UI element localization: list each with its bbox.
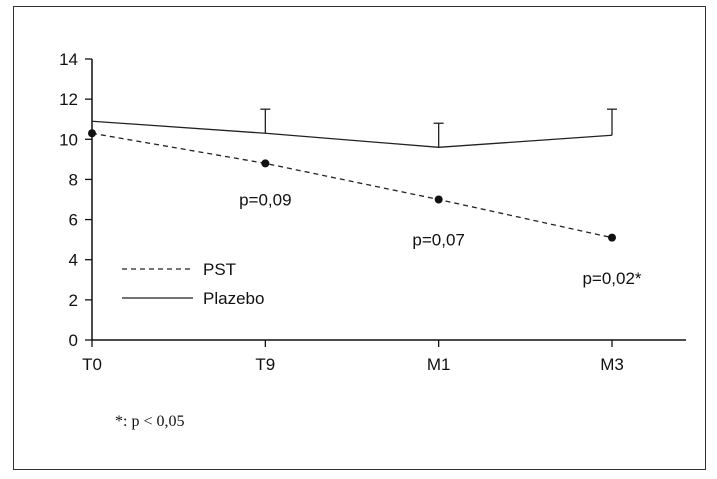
x-tick-label: M3 — [600, 355, 624, 374]
series-line-plazebo — [91, 120, 613, 148]
y-tick-label: 2 — [69, 291, 78, 310]
x-tick-label: T9 — [255, 355, 275, 374]
y-tick-label: 6 — [69, 211, 78, 230]
data-point-pst — [434, 195, 443, 204]
y-tick-label: 12 — [59, 90, 78, 109]
y-tick-label: 8 — [69, 170, 78, 189]
annotations: p=0,09 p=0,07 p=0,02* — [239, 191, 642, 288]
series-line-pst — [91, 132, 613, 239]
p-value-annotation: p=0,02* — [582, 269, 641, 288]
y-tick-label: 4 — [69, 251, 78, 270]
y-tick-label: 0 — [69, 331, 78, 350]
legend-label-plazebo: Plazebo — [203, 289, 264, 308]
p-value-annotation: p=0,09 — [239, 191, 291, 210]
p-value-annotation: p=0,07 — [412, 231, 464, 250]
y-tick-label: 10 — [59, 130, 78, 149]
y-ticks: 0 2 4 6 8 10 12 14 — [59, 50, 92, 350]
data-point-pst — [88, 129, 96, 138]
x-tick-label: T0 — [82, 355, 102, 374]
footnote: *: p < 0,05 — [115, 413, 185, 430]
data-point-pst — [608, 233, 616, 242]
data-point-pst — [261, 159, 270, 168]
figure-frame — [13, 6, 706, 470]
legend: PST Plazebo — [122, 260, 264, 308]
x-ticks: T0 T9 M1 M3 — [82, 340, 624, 374]
error-bars — [260, 108, 617, 148]
legend-label-pst: PST — [203, 260, 236, 279]
x-tick-label: M1 — [427, 355, 451, 374]
data-points — [88, 129, 616, 242]
y-tick-label: 14 — [59, 50, 78, 69]
